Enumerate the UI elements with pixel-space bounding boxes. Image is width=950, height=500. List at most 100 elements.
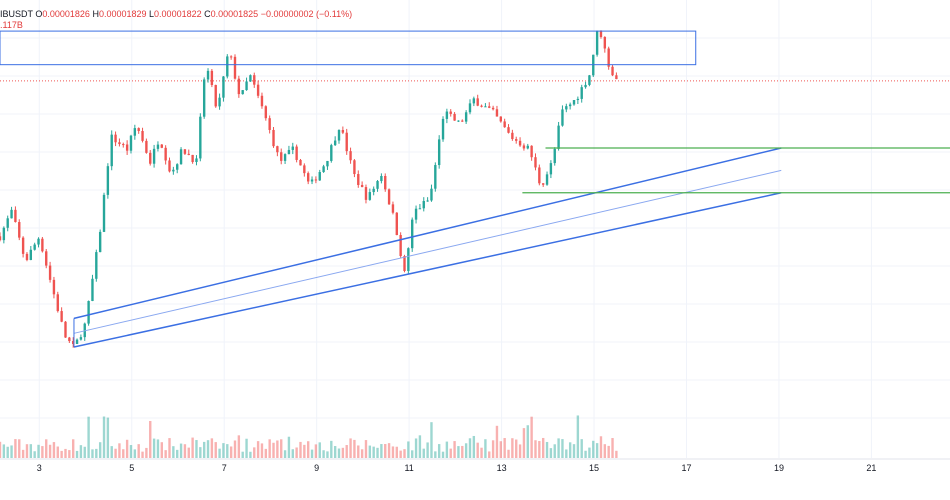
volume-bar <box>56 446 59 458</box>
volume-bar <box>152 438 156 458</box>
volume-bar <box>179 443 183 458</box>
candle-body <box>280 152 283 161</box>
candle-body <box>45 251 48 266</box>
candle-body <box>218 97 221 107</box>
candle-body <box>472 98 476 104</box>
volume-bar <box>545 441 549 458</box>
volume-bar <box>149 420 152 458</box>
candle-body <box>387 189 391 205</box>
candle-body <box>214 84 217 107</box>
candle-body <box>226 56 229 77</box>
volume-bar <box>145 447 148 458</box>
volume-bar <box>592 440 595 458</box>
volume-bar <box>553 444 556 458</box>
candles <box>0 30 618 348</box>
candle-body <box>584 84 587 88</box>
candle-body <box>48 265 52 280</box>
volume-bar <box>357 445 360 458</box>
volume-bar <box>588 447 591 458</box>
legend-symbol: IBUSDT <box>0 9 33 19</box>
volume-bar <box>60 450 63 458</box>
candle-body <box>260 95 264 107</box>
volume-bar <box>106 417 110 458</box>
volume-bar <box>607 445 610 458</box>
candle-body <box>237 78 241 95</box>
volume-bar <box>0 441 2 458</box>
volume-bar <box>464 443 468 458</box>
candle-body <box>526 145 529 149</box>
volume-bar <box>264 448 268 458</box>
candle-body <box>160 144 163 148</box>
candle-body <box>414 208 418 220</box>
volume-bar <box>418 435 422 458</box>
candle-body <box>133 128 137 136</box>
volume-bar <box>137 444 140 458</box>
volume-bar <box>253 447 256 458</box>
candle-body <box>568 104 572 107</box>
candle-body <box>534 157 537 168</box>
candle-body <box>125 144 129 151</box>
candle-body <box>229 56 233 58</box>
volume-bar <box>507 449 510 458</box>
drawings[interactable] <box>0 30 950 348</box>
volume-bar <box>14 439 17 458</box>
candle-body <box>303 165 306 174</box>
candle-body <box>607 48 610 67</box>
candle-body <box>426 200 429 202</box>
volume-bar <box>245 438 248 458</box>
volume-bar <box>453 441 456 458</box>
volume-bar <box>557 438 560 458</box>
volume-bar <box>407 441 410 458</box>
volume-bar <box>187 447 190 458</box>
candle-body <box>276 146 279 153</box>
candle-body <box>322 166 325 173</box>
volume-bar <box>303 444 306 458</box>
legend-low-value: 0.00001822 <box>154 9 202 19</box>
candle-body <box>430 188 433 201</box>
volume-bar <box>322 450 325 458</box>
candle-body <box>411 219 414 249</box>
volume-bar <box>364 440 368 458</box>
candle-body <box>283 154 287 161</box>
candle-body <box>445 111 449 119</box>
x-tick-label: 11 <box>404 463 413 473</box>
candle-body <box>10 209 13 219</box>
candle-body <box>491 107 495 110</box>
volume-bar <box>291 449 294 458</box>
volume-bar <box>534 440 537 458</box>
volume-bar <box>380 444 383 458</box>
candle-body <box>141 131 144 141</box>
volume-bar <box>391 446 395 458</box>
candle-body <box>453 113 456 121</box>
candle-body <box>164 147 167 161</box>
volume-bar <box>37 444 40 458</box>
volume-bar <box>195 440 198 458</box>
candle-body <box>79 337 83 340</box>
volume-bar <box>615 450 618 458</box>
candle-body <box>376 181 379 189</box>
candle-body <box>299 159 302 166</box>
volume-bar <box>341 447 345 458</box>
volume-bar <box>72 439 75 458</box>
candle-body <box>538 167 541 184</box>
volume-bar <box>2 444 6 458</box>
candle-body <box>391 204 395 213</box>
candle-body <box>91 278 94 302</box>
volume-bar <box>584 450 587 458</box>
candle-body <box>457 120 460 122</box>
volume-bar <box>287 436 291 458</box>
volume-bar <box>561 439 564 458</box>
volume-bar <box>434 451 437 458</box>
volume-bar <box>295 447 298 458</box>
time-axis[interactable]: 3 5 7 9 11 13 15 17 19 21 <box>0 458 950 473</box>
candle-body <box>6 218 9 228</box>
volume-bar <box>318 442 321 458</box>
volume-bar <box>256 441 260 458</box>
candle-body <box>530 145 533 158</box>
channel-mid-line <box>73 169 782 334</box>
channel-lower-line <box>73 192 782 348</box>
candle-body <box>557 125 560 149</box>
candle-body <box>233 56 237 79</box>
